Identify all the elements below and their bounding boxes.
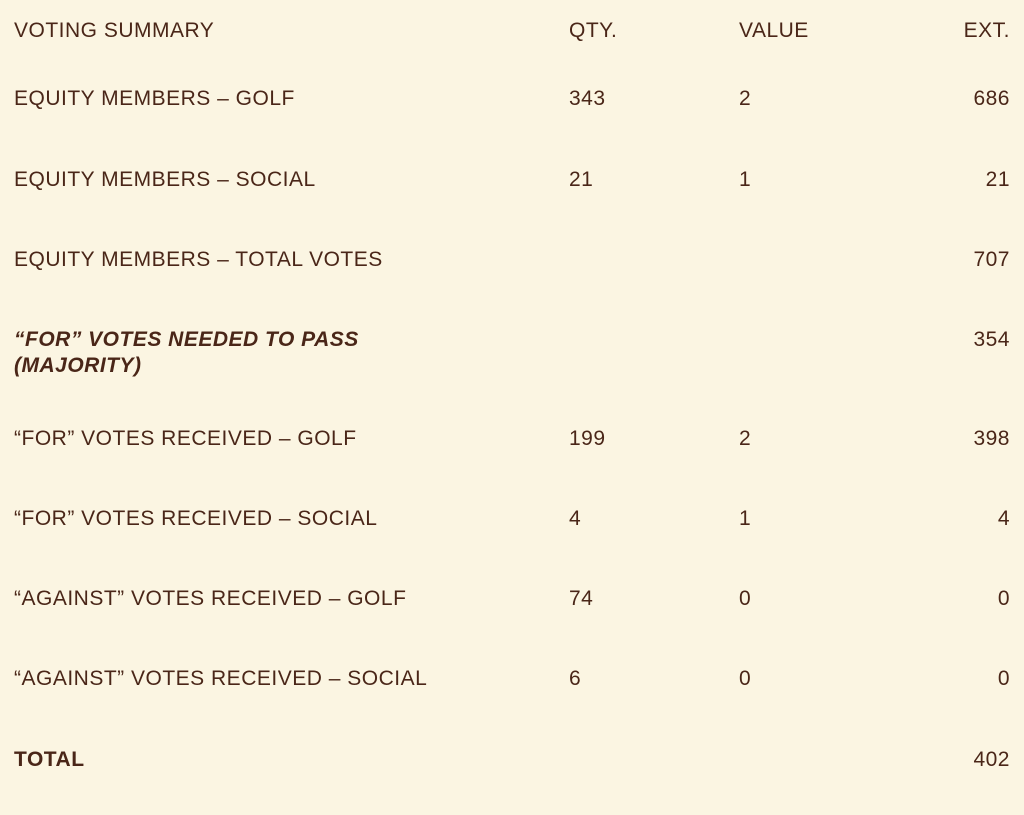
cell-label: “FOR” VOTES RECEIVED – SOCIAL xyxy=(14,506,569,586)
table-row: “AGAINST” VOTES RECEIVED – SOCIAL 6 0 0 xyxy=(14,666,1010,746)
cell-qty: 74 xyxy=(569,586,739,666)
table-row: EQUITY MEMBERS – TOTAL VOTES 707 xyxy=(14,247,1010,327)
cell-ext: 707 xyxy=(929,247,1010,327)
cell-value: 0 xyxy=(739,586,929,666)
cell-label: EQUITY MEMBERS – SOCIAL xyxy=(14,167,569,247)
cell-label: TOTAL xyxy=(14,747,569,773)
cell-ext: 0 xyxy=(929,666,1010,746)
cell-ext: 686 xyxy=(929,86,1010,166)
cell-label-line2: (MAJORITY) xyxy=(14,353,569,379)
cell-label: EQUITY MEMBERS – GOLF xyxy=(14,86,569,166)
table-row: EQUITY MEMBERS – GOLF 343 2 686 xyxy=(14,86,1010,166)
cell-value: 2 xyxy=(739,86,929,166)
cell-qty xyxy=(569,247,739,327)
cell-qty xyxy=(569,747,739,773)
cell-qty: 199 xyxy=(569,426,739,506)
cell-value xyxy=(739,247,929,327)
table-row: “FOR” VOTES NEEDED TO PASS (MAJORITY) 35… xyxy=(14,327,1010,426)
col-header-qty: QTY. xyxy=(569,18,739,86)
cell-value: 1 xyxy=(739,506,929,586)
cell-ext: 21 xyxy=(929,167,1010,247)
cell-value: 1 xyxy=(739,167,929,247)
cell-ext: 402 xyxy=(929,747,1010,773)
cell-ext: 4 xyxy=(929,506,1010,586)
cell-qty: 343 xyxy=(569,86,739,166)
cell-ext: 398 xyxy=(929,426,1010,506)
table-header-row: VOTING SUMMARY QTY. VALUE EXT. xyxy=(14,18,1010,86)
cell-value: 2 xyxy=(739,426,929,506)
cell-value: 0 xyxy=(739,666,929,746)
cell-value xyxy=(739,747,929,773)
table-row-total: TOTAL 402 xyxy=(14,747,1010,773)
cell-ext: 0 xyxy=(929,586,1010,666)
cell-qty xyxy=(569,327,739,426)
col-header-summary: VOTING SUMMARY xyxy=(14,18,569,86)
cell-label: “AGAINST” VOTES RECEIVED – GOLF xyxy=(14,586,569,666)
cell-qty: 4 xyxy=(569,506,739,586)
col-header-ext: EXT. xyxy=(929,18,1010,86)
cell-label: “FOR” VOTES RECEIVED – GOLF xyxy=(14,426,569,506)
col-header-value: VALUE xyxy=(739,18,929,86)
table-row: “FOR” VOTES RECEIVED – GOLF 199 2 398 xyxy=(14,426,1010,506)
cell-value xyxy=(739,327,929,426)
cell-qty: 6 xyxy=(569,666,739,746)
cell-label: “FOR” VOTES NEEDED TO PASS (MAJORITY) xyxy=(14,327,569,426)
cell-ext: 354 xyxy=(929,327,1010,426)
cell-label: “AGAINST” VOTES RECEIVED – SOCIAL xyxy=(14,666,569,746)
table-row: “AGAINST” VOTES RECEIVED – GOLF 74 0 0 xyxy=(14,586,1010,666)
cell-label-line1: “FOR” VOTES NEEDED TO PASS xyxy=(14,327,569,353)
cell-qty: 21 xyxy=(569,167,739,247)
table-row: EQUITY MEMBERS – SOCIAL 21 1 21 xyxy=(14,167,1010,247)
cell-label: EQUITY MEMBERS – TOTAL VOTES xyxy=(14,247,569,327)
voting-summary-table: VOTING SUMMARY QTY. VALUE EXT. EQUITY ME… xyxy=(14,18,1010,773)
table-row: “FOR” VOTES RECEIVED – SOCIAL 4 1 4 xyxy=(14,506,1010,586)
